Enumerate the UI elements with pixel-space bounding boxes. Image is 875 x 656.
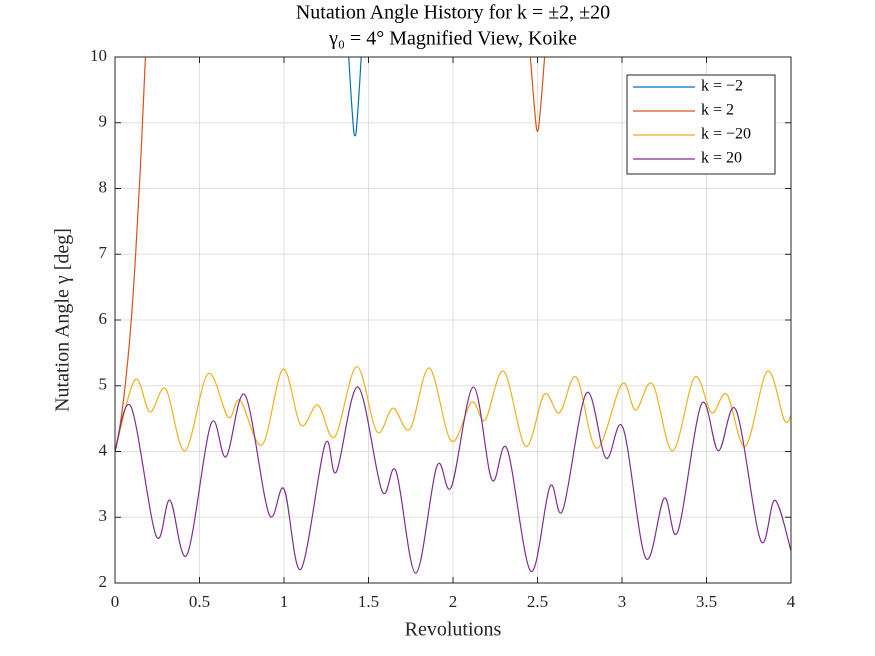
x-tick-label: 1 <box>280 592 289 611</box>
series-line <box>115 366 791 452</box>
series-line <box>348 57 362 137</box>
x-tick-label: 2 <box>449 592 458 611</box>
chart-subtitle: γ₀ = 4° Magnified View, Koike <box>328 28 577 50</box>
y-tick-label: 9 <box>99 112 108 131</box>
y-tick-label: 10 <box>90 46 107 65</box>
x-axis-label: Revolutions <box>405 619 502 641</box>
x-tick-label: 0 <box>111 592 120 611</box>
y-tick-label: 5 <box>99 375 108 394</box>
legend-box <box>626 74 776 175</box>
legend-label: k = 2 <box>701 102 734 119</box>
x-tick-label: 0.5 <box>189 592 210 611</box>
x-tick-label: 3.5 <box>696 592 717 611</box>
legend: k = −2 k = 2 k = −20 k = 20 <box>626 74 776 175</box>
y-tick-label: 4 <box>99 440 108 459</box>
x-tick-label: 3 <box>618 592 627 611</box>
y-tick-label: 2 <box>99 572 108 591</box>
x-tick-label: 1.5 <box>358 592 379 611</box>
legend-label: k = −2 <box>701 78 743 95</box>
x-tick-label: 4 <box>787 592 796 611</box>
legend-label: k = −20 <box>701 126 751 143</box>
y-tick-label: 6 <box>99 309 108 328</box>
ticks: 0 0.5 1 1.5 2 2.5 3 3.5 4 2 3 4 5 6 7 8 9 10 <box>90 46 796 611</box>
chart-title: Nutation Angle History for k = ±2, ±20 <box>296 2 610 24</box>
y-axis-label: Nutation Angle γ [deg] <box>52 228 74 412</box>
series-line <box>115 57 546 452</box>
y-tick-label: 3 <box>99 506 108 525</box>
y-tick-label: 7 <box>99 243 108 262</box>
series-line <box>115 386 791 574</box>
y-tick-label: 8 <box>99 177 108 196</box>
x-tick-label: 2.5 <box>527 592 548 611</box>
lines <box>115 57 791 574</box>
legend-label: k = 20 <box>701 150 742 167</box>
